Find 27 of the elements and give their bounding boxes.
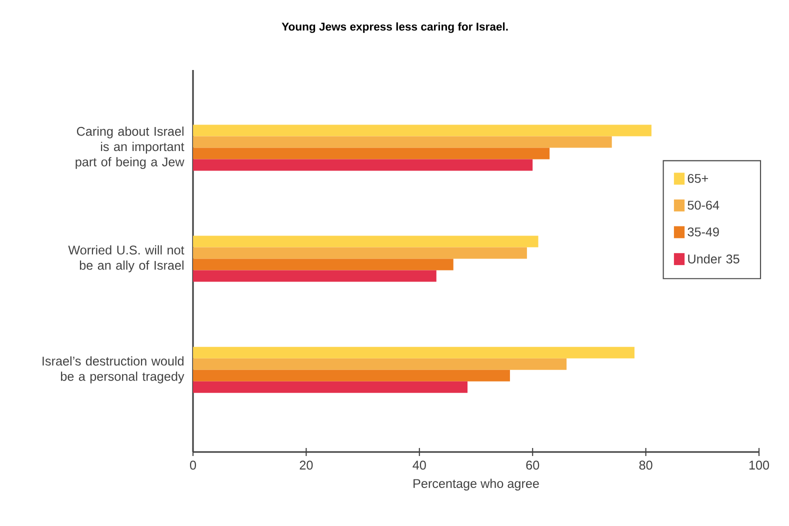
x-tick-label: 0 <box>190 460 196 470</box>
x-tick-label: 80 <box>639 460 652 470</box>
chart-title: Young Jews express less caring for Israel. <box>282 22 508 33</box>
y-tick-label: Worried U.S. will not be an ally of Israel <box>68 245 184 272</box>
y-tick-label: Israel’s destruction would be a personal tragedy <box>42 356 184 384</box>
x-tick-label: 60 <box>526 460 540 470</box>
bar <box>193 159 533 171</box>
x-tick-label: 100 <box>749 460 770 470</box>
bar <box>193 346 634 358</box>
bar <box>193 370 510 382</box>
bar <box>193 258 454 270</box>
bar <box>193 236 538 248</box>
bar <box>193 148 550 160</box>
x-tick-label: 20 <box>300 460 313 470</box>
bar <box>193 270 436 282</box>
legend-label: Under 35 <box>688 254 740 264</box>
legend-label: 65+ <box>688 174 708 183</box>
legend-label: 50-64 <box>688 200 720 210</box>
x-tick-label: 40 <box>412 460 426 470</box>
bar <box>193 247 527 259</box>
y-tick-label: Caring about Israel is an important part of being a Jew <box>76 126 184 169</box>
bar <box>193 124 652 136</box>
bar <box>193 358 567 370</box>
x-axis-title: Percentage who agree <box>414 478 539 491</box>
bar <box>193 381 468 393</box>
bar <box>193 136 612 148</box>
legend-label: 35-49 <box>688 227 719 236</box>
